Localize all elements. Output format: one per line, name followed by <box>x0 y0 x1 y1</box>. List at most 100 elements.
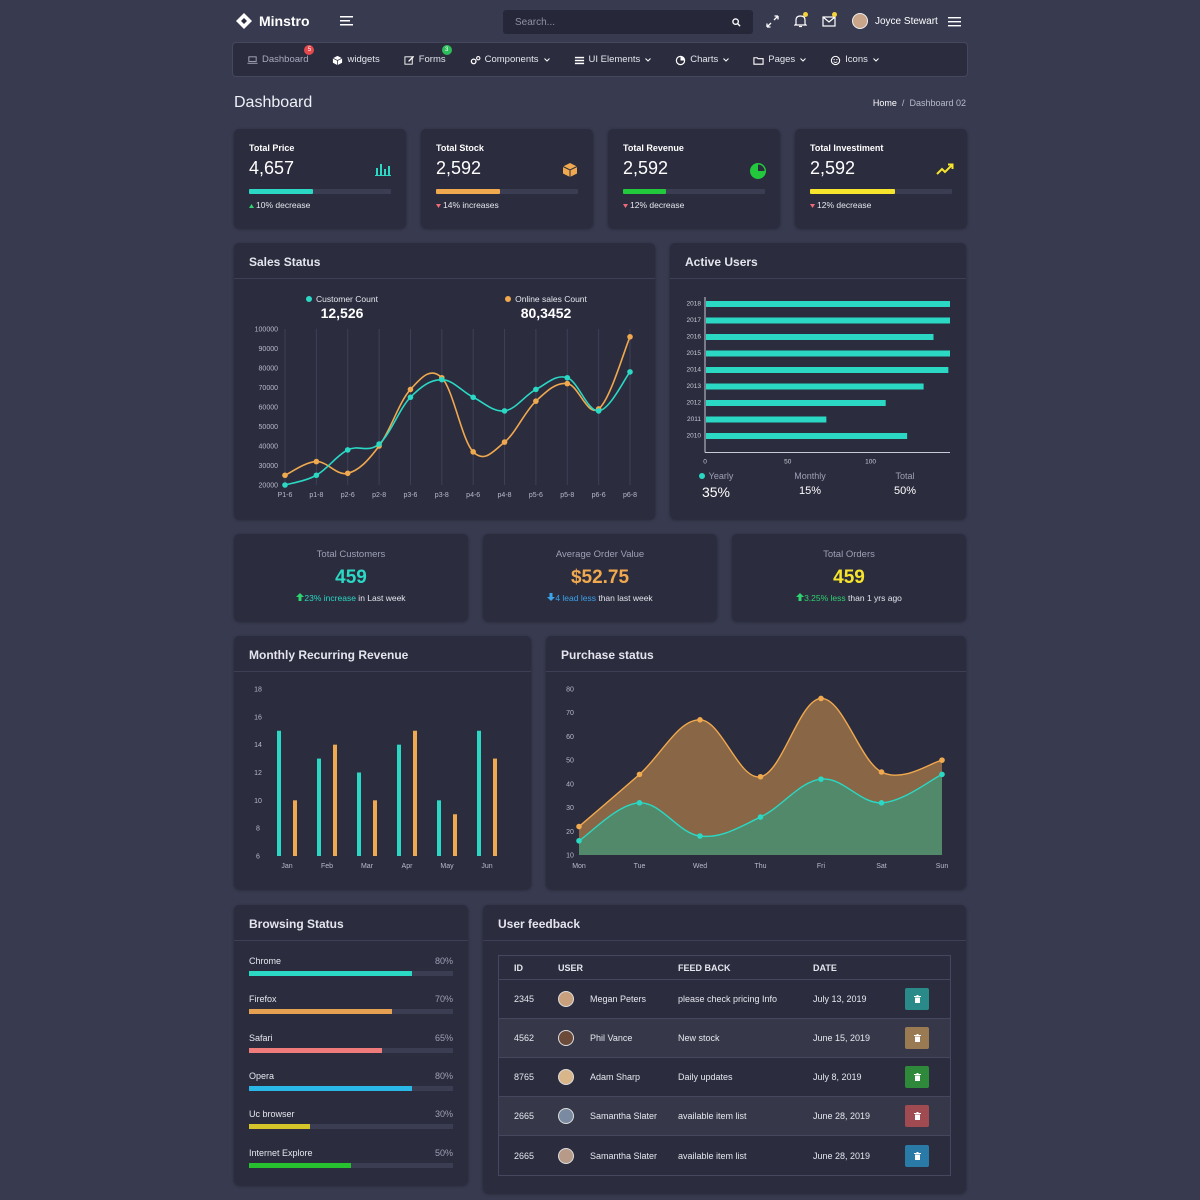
caret-down-icon <box>436 200 441 210</box>
x-tick-label: p3-8 <box>435 492 449 499</box>
x-tick-label: Thu <box>754 863 766 870</box>
data-point <box>878 800 885 806</box>
stat-label: Total Customers <box>316 549 386 560</box>
user-menu[interactable]: Joyce Stewart <box>852 13 938 29</box>
stat-label-text: Total <box>895 471 915 481</box>
browser-percent: 30% <box>434 1109 453 1120</box>
data-point <box>564 374 571 381</box>
breadcrumb-home[interactable]: Home <box>872 98 897 108</box>
user-avatar <box>558 991 574 1007</box>
data-point <box>757 814 764 820</box>
search-input[interactable]: Search... <box>503 10 753 34</box>
stat-rest: than 1 yrs ago <box>845 593 902 603</box>
kpi-card-total-revenue: Total Revenue 2,592 12% decrease <box>608 129 780 228</box>
data-point <box>564 380 571 387</box>
nav-item-ui-elements[interactable]: UI Elements <box>574 54 652 65</box>
series-line <box>284 371 631 486</box>
y-tick-label: 20000 <box>259 483 279 490</box>
bar <box>293 800 297 856</box>
stat-value: 15% <box>798 485 822 497</box>
table-row: 8765 Adam Sharp Daily updates July 8, 2019 <box>499 1058 950 1097</box>
data-point <box>533 386 539 393</box>
user-name: Megan Peters <box>590 994 647 1004</box>
y-tick-label: 50000 <box>259 424 279 431</box>
delete-button[interactable] <box>905 1144 929 1167</box>
stat-card-total-customers: Total Customers 459 23% increase in Last w… <box>234 534 468 621</box>
y-tick-label: 2010 <box>687 433 702 440</box>
brand-name: Minstro <box>259 13 310 29</box>
stat-card-average-order-value: Average Order Value $52.75 4 lead less tha… <box>483 534 717 621</box>
active-users-card: Active Users 2018 2017 2016 2015 2014 2013 201… <box>670 243 966 519</box>
nav-item-forms[interactable]: Forms 3 <box>404 45 452 65</box>
row-user: Megan Peters <box>543 991 678 1007</box>
row-date: June 28, 2019 <box>813 1150 871 1161</box>
delete-button[interactable] <box>905 1066 929 1088</box>
active-users-stat-total: Total 50% <box>865 471 945 497</box>
x-tick-label: 0 <box>703 459 707 466</box>
bar <box>706 433 908 439</box>
data-point <box>636 771 643 778</box>
delete-button[interactable] <box>905 1105 929 1127</box>
browser-progress <box>249 1124 453 1130</box>
bar <box>397 744 401 856</box>
kpi-progress-fill <box>436 189 500 194</box>
mail-icon[interactable] <box>821 12 837 29</box>
browser-percent: 80% <box>434 1070 453 1081</box>
fullscreen-icon[interactable] <box>764 13 780 29</box>
data-point <box>282 482 288 488</box>
stat-label-text: Yearly <box>708 471 734 481</box>
breadcrumb-current: Dashboard 02 <box>909 98 966 108</box>
x-tick-label: 100 <box>865 459 876 466</box>
nav-item-dashboard[interactable]: Dashboard 5 <box>247 45 315 65</box>
nav-label: Forms <box>418 54 446 65</box>
delete-button[interactable] <box>905 1027 929 1049</box>
data-point <box>407 394 414 401</box>
delete-button[interactable] <box>905 988 929 1010</box>
cogs-icon <box>470 55 481 65</box>
nav-item-widgets[interactable]: widgets <box>332 54 380 65</box>
nav-badge: 5 <box>304 45 315 55</box>
notification-dot <box>803 12 808 17</box>
browser-percent: 80% <box>434 956 453 966</box>
nav-item-components[interactable]: Components <box>470 54 550 65</box>
data-point <box>313 458 320 465</box>
kpi-footer: 12% decrease <box>810 200 871 210</box>
kpi-label: Total Revenue <box>623 143 684 153</box>
kpi-progress <box>810 189 952 194</box>
search-icon[interactable] <box>732 17 741 27</box>
y-tick-label: 2012 <box>687 400 702 407</box>
page-title: Dashboard <box>234 94 313 111</box>
row-id: 2345 <box>514 994 535 1004</box>
menu-icon[interactable] <box>946 13 962 29</box>
notification-bell-icon[interactable] <box>792 12 808 29</box>
brand-logo[interactable]: Minstro <box>235 12 310 30</box>
mrr-card: Monthly Recurring Revenue 18 16 14 12 10 8 6 Ja… <box>234 636 531 889</box>
cube-icon <box>332 55 343 65</box>
trend-up-icon <box>936 162 954 178</box>
y-tick-label: 60000 <box>259 405 279 412</box>
sidebar-toggle-icon[interactable] <box>340 14 354 26</box>
diamond-logo-icon <box>236 13 252 29</box>
stat-label: Total Orders <box>823 549 875 560</box>
nav-item-pages[interactable]: Pages <box>753 54 807 65</box>
data-point <box>344 470 351 477</box>
y-tick-label: 2011 <box>687 416 701 423</box>
y-tick-label: 16 <box>254 714 262 721</box>
row-id: 2665 <box>514 1111 535 1121</box>
card-title: Browsing Status <box>249 917 344 931</box>
table-row: 2665 Samantha Slater available item list Ju… <box>499 1097 950 1136</box>
data-point <box>576 823 582 830</box>
bar <box>373 800 377 856</box>
bar <box>706 301 950 307</box>
nav-badge: 3 <box>441 45 452 55</box>
user-name: Adam Sharp <box>590 1072 641 1082</box>
browser-progress <box>249 971 453 976</box>
breadcrumb-separator: / <box>901 98 905 108</box>
x-tick-label: p4-6 <box>466 492 480 499</box>
user-feedback-card: User feedback ID USER FEED BACK DATE 234… <box>483 905 966 1193</box>
main-nav: Dashboard 5 widgets Forms 3 Components UI Elem… <box>232 42 968 77</box>
y-tick-label: 2015 <box>687 350 702 357</box>
kpi-value: 4,657 <box>249 158 295 178</box>
nav-item-charts[interactable]: Charts <box>675 54 730 65</box>
nav-item-icons[interactable]: Icons <box>830 54 879 65</box>
